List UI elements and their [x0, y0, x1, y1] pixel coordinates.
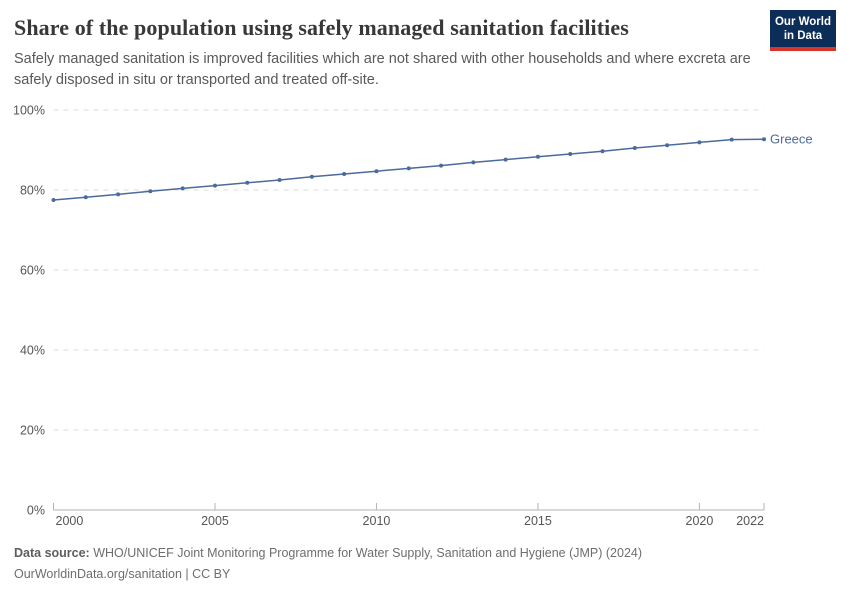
- x-tick-label: 2005: [201, 514, 229, 528]
- chart-footer: Data source: WHO/UNICEF Joint Monitoring…: [14, 543, 814, 585]
- y-tick-label: 0%: [27, 504, 45, 518]
- data-point: [762, 137, 766, 142]
- data-point: [697, 140, 702, 145]
- y-tick-label: 100%: [13, 104, 45, 118]
- owid-logo-line2: in Data: [783, 30, 823, 42]
- data-point: [180, 186, 185, 191]
- x-tick-label: 2010: [363, 514, 391, 528]
- data-point: [568, 152, 573, 156]
- data-point: [600, 149, 605, 154]
- data-point: [535, 154, 540, 159]
- chart-subtitle: Safely managed sanitation is improved fa…: [14, 51, 751, 88]
- data-point: [277, 178, 282, 182]
- data-point: [309, 174, 314, 179]
- citation-separator: |: [185, 567, 189, 581]
- x-tick-label: 2020: [686, 514, 714, 528]
- data-point: [632, 146, 637, 150]
- data-point: [503, 157, 508, 162]
- data-point: [406, 166, 411, 171]
- data-point: [116, 192, 121, 197]
- owid-logo: Our World in Data: [770, 10, 836, 51]
- y-tick-label: 60%: [20, 264, 45, 278]
- data-point: [212, 183, 217, 188]
- data-point: [148, 189, 153, 194]
- x-tick-label: 2000: [56, 514, 84, 528]
- y-tick-label: 80%: [20, 184, 45, 198]
- data-point: [374, 169, 379, 174]
- owid-logo-line1: Our World: [774, 16, 831, 28]
- data-point: [439, 163, 444, 168]
- series-label: Greece: [770, 132, 813, 147]
- y-tick-label: 40%: [20, 344, 45, 358]
- data-point: [51, 198, 56, 202]
- data-point: [83, 195, 88, 200]
- citation-line: OurWorldinData.org/sanitation | CC BY: [14, 564, 814, 585]
- data-point: [342, 172, 347, 176]
- license-label: CC BY: [192, 567, 231, 581]
- line-chart: 0% 20% 40% 60% 80% 100% 2000 2005 2010 2015 2020 20…: [13, 104, 813, 529]
- data-point: [729, 137, 734, 142]
- data-point: [471, 160, 476, 165]
- x-tick-label: 2015: [524, 514, 552, 528]
- data-point: [245, 180, 250, 185]
- datasource-line: Data source: WHO/UNICEF Joint Monitoring…: [14, 543, 814, 564]
- datasource-value: WHO/UNICEF Joint Monitoring Programme fo…: [93, 546, 643, 560]
- datasource-label: Data source:: [14, 546, 90, 560]
- owid-url-link[interactable]: OurWorldinData.org/sanitation: [14, 567, 182, 581]
- data-point: [665, 143, 670, 148]
- chart-title: Share of the population using safely man…: [14, 15, 629, 40]
- y-tick-label: 20%: [20, 424, 45, 438]
- x-tick-label: 2022: [736, 514, 764, 528]
